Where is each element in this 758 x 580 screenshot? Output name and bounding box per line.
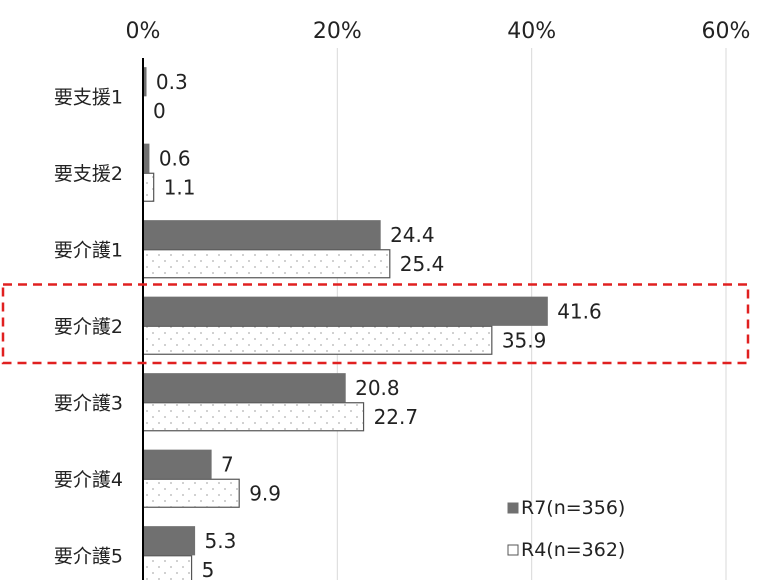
bar-series2 (142, 478, 240, 508)
category-label: 要介護1 (54, 239, 123, 261)
bar-series2 (142, 249, 391, 279)
bar-series2 (142, 325, 493, 355)
data-label: 20.8 (355, 376, 400, 400)
bar-series2 (142, 172, 155, 202)
category-label: 要介護4 (54, 469, 123, 491)
category-label: 要介護3 (54, 392, 123, 414)
data-label: 22.7 (374, 405, 419, 429)
bar-series2 (142, 402, 365, 432)
bar-series1 (142, 373, 346, 403)
legend: R7(n=356) R4(n=362) (507, 497, 625, 561)
data-label: 24.4 (390, 223, 435, 247)
data-label: 9.9 (249, 481, 281, 505)
legend-swatch (507, 502, 519, 514)
data-label: 35.9 (502, 328, 547, 352)
highlight-box (1, 283, 750, 365)
legend-label: R4(n=362) (521, 539, 625, 561)
x-tick-label: 40% (507, 19, 556, 44)
x-tick-label: 20% (313, 19, 362, 44)
bar-series2 (142, 555, 193, 580)
data-label: 1.1 (164, 175, 196, 199)
bar-series1 (142, 220, 381, 250)
x-tick-label: 60% (702, 19, 751, 44)
category-label: 要介護5 (54, 545, 123, 567)
category-label: 要支援2 (54, 163, 123, 185)
category-labels: 要支援1 要支援2 要介護1 要介護2 要介護3 要介護4 要介護5 (54, 86, 123, 567)
data-label: 5 (202, 558, 215, 580)
x-tick-label: 0% (126, 19, 161, 44)
value-labels: 0.3 0 0.6 1.1 24.4 25.4 41.6 35.9 20.8 22.7 7 9.9 5.… (153, 70, 602, 580)
data-label: 0.3 (156, 70, 188, 94)
data-label: 7 (221, 452, 234, 476)
data-label: 25.4 (400, 252, 445, 276)
legend-swatch (507, 544, 519, 556)
data-label: 0.6 (159, 146, 191, 170)
data-label: 5.3 (204, 529, 236, 553)
bar-series1 (142, 296, 548, 326)
bars (142, 67, 548, 580)
legend-label: R7(n=356) (521, 497, 625, 519)
x-axis-ticks: 0% 20% 40% 60% (126, 19, 751, 44)
data-label: 0 (153, 99, 166, 123)
data-label: 41.6 (557, 299, 602, 323)
category-label: 要支援1 (54, 86, 123, 108)
category-label: 要介護2 (54, 316, 123, 338)
bar-series1 (142, 526, 196, 556)
bar-series1 (142, 449, 212, 479)
